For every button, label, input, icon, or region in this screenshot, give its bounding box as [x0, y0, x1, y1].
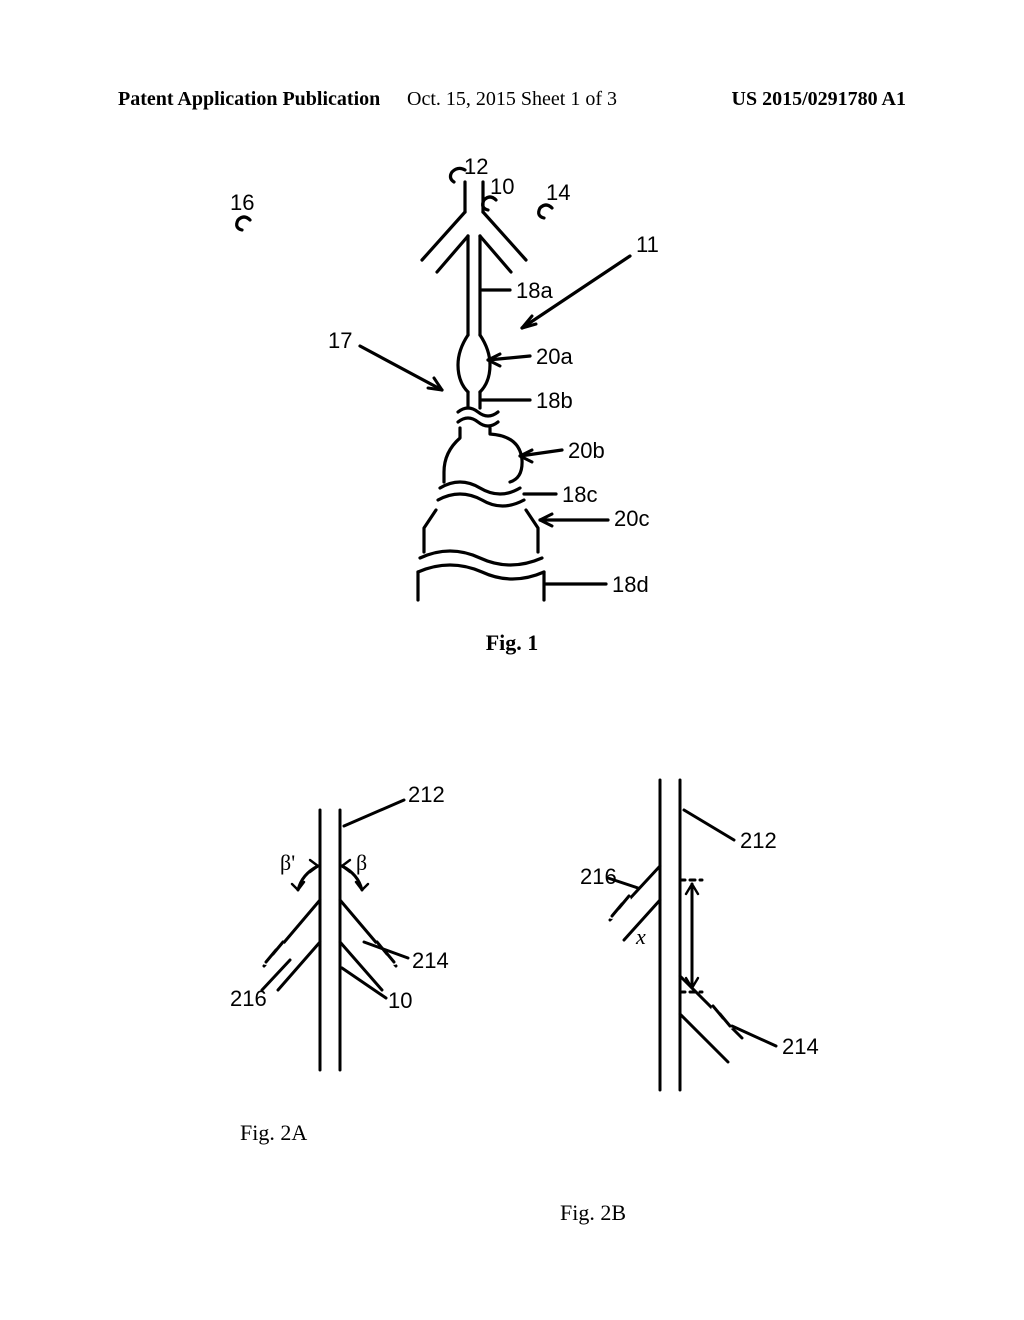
fig2b-caption: Fig. 2B: [560, 1200, 626, 1226]
label-11: 11: [636, 232, 659, 258]
header-left: Patent Application Publication: [118, 88, 380, 111]
fig2a-caption: Fig. 2A: [240, 1120, 307, 1146]
label-2a-214: 214: [412, 948, 449, 974]
header-right: US 2015/0291780 A1: [732, 88, 906, 111]
fig1-svg: [210, 160, 750, 620]
label-2b-x: x: [636, 924, 646, 950]
label-18b: 18b: [536, 388, 573, 414]
fig2-svg: [180, 770, 880, 1130]
label-2a-216: 216: [230, 986, 267, 1012]
label-17: 17: [328, 328, 352, 354]
label-20b: 20b: [568, 438, 605, 464]
label-14: 14: [546, 180, 570, 206]
label-2a-212: 212: [408, 782, 445, 808]
label-2a-beta: β: [356, 850, 367, 876]
label-18c: 18c: [562, 482, 597, 508]
header-center: Oct. 15, 2015 Sheet 1 of 3: [407, 88, 617, 111]
label-2a-10: 10: [388, 988, 412, 1014]
fig1-caption: Fig. 1: [0, 630, 1024, 656]
label-2b-216: 216: [580, 864, 617, 890]
label-20a: 20a: [536, 344, 573, 370]
label-18d: 18d: [612, 572, 649, 598]
label-2a-betap: β': [280, 850, 295, 876]
label-2b-212: 212: [740, 828, 777, 854]
figure-1: 16 12 10 14 11 17 18a 20a 18b 20b 18c 20…: [210, 160, 750, 620]
label-20c: 20c: [614, 506, 649, 532]
label-10: 10: [490, 174, 514, 200]
label-16: 16: [230, 190, 254, 216]
label-18a: 18a: [516, 278, 553, 304]
label-12: 12: [464, 154, 488, 180]
label-2b-214: 214: [782, 1034, 819, 1060]
page-header: Patent Application Publication Oct. 15, …: [0, 88, 1024, 111]
